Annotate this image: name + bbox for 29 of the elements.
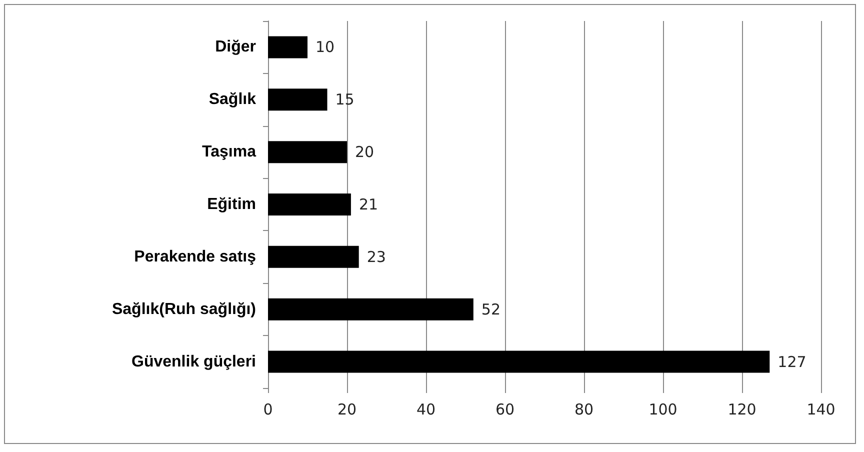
- x-tick-label: 100: [648, 400, 678, 418]
- x-tick-label: 120: [728, 400, 756, 418]
- bar: [268, 141, 347, 164]
- data-label: 127: [778, 352, 806, 371]
- y-tick-label: Eğitim: [207, 196, 256, 213]
- x-tick-label: 140: [806, 400, 836, 418]
- bar: [268, 88, 328, 111]
- bar: [268, 350, 770, 373]
- data-label: 52: [481, 300, 500, 318]
- y-tick-label: Taşıma: [202, 144, 256, 161]
- x-tick-label: 60: [495, 400, 515, 418]
- x-tick-label: 40: [416, 400, 436, 418]
- y-tick-label: Güvenlik güçleri: [132, 353, 256, 370]
- y-tick-label: Sağlık: [208, 91, 256, 108]
- data-label: 20: [355, 143, 374, 162]
- bar: [268, 298, 474, 320]
- bar: [268, 36, 308, 58]
- data-label: 21: [358, 196, 378, 214]
- data-label: 10: [316, 38, 335, 56]
- bar: [268, 246, 359, 268]
- y-tick-label: Diğer: [215, 38, 256, 56]
- data-label: 23: [366, 248, 386, 266]
- y-tick-label: Sağlık(Ruh sağlığı): [112, 300, 256, 318]
- x-tick-label: 20: [337, 400, 357, 418]
- bar: [268, 194, 351, 216]
- x-tick-label: 80: [574, 400, 594, 418]
- data-label: 15: [335, 90, 354, 109]
- y-tick-label: Perakende satış: [134, 248, 256, 266]
- x-tick-label: 0: [263, 400, 273, 418]
